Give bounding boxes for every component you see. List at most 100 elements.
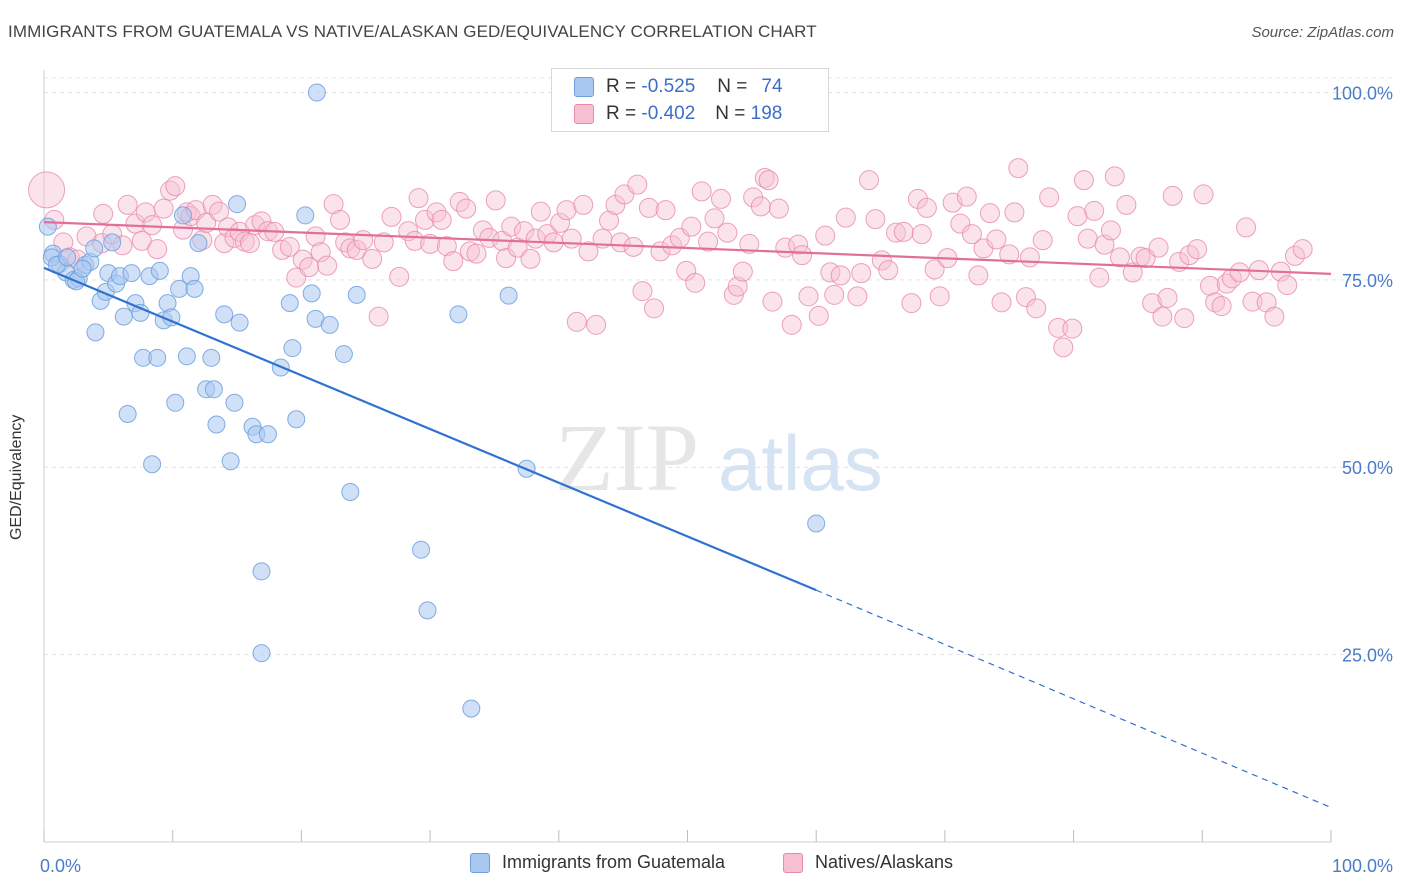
bottom-legend-natives: Natives/Alaskans <box>783 852 953 873</box>
natives-point <box>1162 185 1183 206</box>
natives-point <box>456 198 477 219</box>
natives-point <box>317 255 338 276</box>
guatemala-point <box>202 348 221 367</box>
natives-point <box>878 260 899 281</box>
natives-point <box>710 188 731 209</box>
axes <box>43 70 1332 843</box>
natives-point <box>768 198 789 219</box>
y-tick-label: 50.0% <box>1342 458 1393 478</box>
natives-point <box>1277 275 1298 296</box>
natives-point <box>431 209 452 230</box>
natives-point <box>835 207 856 228</box>
natives-point <box>1187 239 1208 260</box>
natives-point <box>792 245 813 266</box>
legend-n-label: N = <box>715 103 746 124</box>
natives-point <box>1067 206 1088 227</box>
natives-point <box>1015 287 1036 308</box>
natives-point <box>147 239 168 260</box>
guatemala-points <box>38 83 826 718</box>
natives-point <box>1073 170 1094 191</box>
legend-row-natives: R = -0.402 N = 198 <box>574 102 782 126</box>
natives-point <box>732 261 753 282</box>
natives-point <box>1004 202 1025 223</box>
natives-point <box>858 170 879 191</box>
natives-point <box>758 170 779 191</box>
y-tick-label: 100.0% <box>1332 83 1393 103</box>
guatemala-point <box>449 305 468 324</box>
natives-point <box>209 201 230 222</box>
guatemala-point <box>185 279 204 298</box>
x-tick-label: 100.0% <box>1332 856 1393 876</box>
natives-point <box>1100 220 1121 241</box>
legend-r-value: -0.525 <box>641 76 696 97</box>
guatemala-trend-line <box>43 266 817 592</box>
natives-point <box>991 292 1012 313</box>
natives-point <box>750 196 771 217</box>
guatemala-point <box>114 307 133 326</box>
natives-point <box>443 251 464 272</box>
natives-point <box>214 233 235 254</box>
guatemala-point <box>347 285 366 304</box>
natives-point <box>999 244 1020 265</box>
natives-alaskans-points <box>28 158 1313 358</box>
natives-point <box>496 248 517 269</box>
natives-point <box>956 186 977 207</box>
legend-n-label: N = <box>717 76 748 97</box>
natives-point <box>727 276 748 297</box>
legend-n-value: 74 <box>761 76 783 97</box>
natives-point <box>681 216 702 237</box>
guatemala-point <box>807 514 826 533</box>
guatemala-point <box>73 259 92 278</box>
natives-point <box>808 305 829 326</box>
natives-point <box>655 200 676 221</box>
natives-point <box>847 286 868 307</box>
watermark-atlas: atlas <box>718 419 883 507</box>
natives-point <box>578 241 599 262</box>
guatemala-point <box>131 303 150 322</box>
guatemala-point <box>150 261 169 280</box>
natives-point <box>638 197 659 218</box>
natives-point <box>986 229 1007 250</box>
natives-point <box>408 188 429 209</box>
natives-point <box>1229 262 1250 283</box>
guatemala-point <box>418 601 437 620</box>
y-tick-label: 75.0% <box>1342 271 1393 291</box>
natives-point <box>305 226 326 247</box>
natives-point <box>1157 287 1178 308</box>
natives-point <box>1048 317 1069 338</box>
grid-lines <box>44 77 1392 656</box>
natives-point <box>299 257 320 278</box>
natives-point <box>389 266 410 287</box>
bottom-legend-guatemala: Immigrants from Guatemala <box>470 852 725 873</box>
chart-title: IMMIGRANTS FROM GUATEMALA VS NATIVE/ALAS… <box>8 22 817 41</box>
natives-point <box>586 314 607 335</box>
guatemala-point <box>189 234 208 253</box>
natives-point <box>1200 275 1221 296</box>
natives-point <box>788 234 809 255</box>
guatemala-point <box>252 562 271 581</box>
x-tick-label: 0.0% <box>40 856 81 876</box>
natives-point <box>556 200 577 221</box>
correlation-legend: R = -0.525 N = 74 R = -0.402 N = 198 <box>551 68 829 132</box>
guatemala-point <box>412 540 431 559</box>
guatemala-point <box>122 264 141 283</box>
natives-point <box>950 213 971 234</box>
natives-point <box>239 233 260 254</box>
natives-point <box>1284 245 1305 266</box>
guatemala-point <box>207 415 226 434</box>
guatemala-point <box>204 380 223 399</box>
natives-point <box>330 209 351 230</box>
guatemala-point <box>287 410 306 429</box>
natives-point <box>1053 337 1074 358</box>
guatemala-point <box>221 452 240 471</box>
natives-point <box>717 222 738 243</box>
legend-swatch-pink <box>574 104 594 124</box>
natives-point <box>1205 292 1226 313</box>
natives-point <box>916 197 937 218</box>
natives-point <box>537 224 558 245</box>
bottom-legend-label-natives: Natives/Alaskans <box>815 852 954 872</box>
natives-point <box>131 230 152 251</box>
natives-point <box>979 203 1000 224</box>
natives-point <box>353 230 374 251</box>
guatemala-point <box>334 345 353 364</box>
